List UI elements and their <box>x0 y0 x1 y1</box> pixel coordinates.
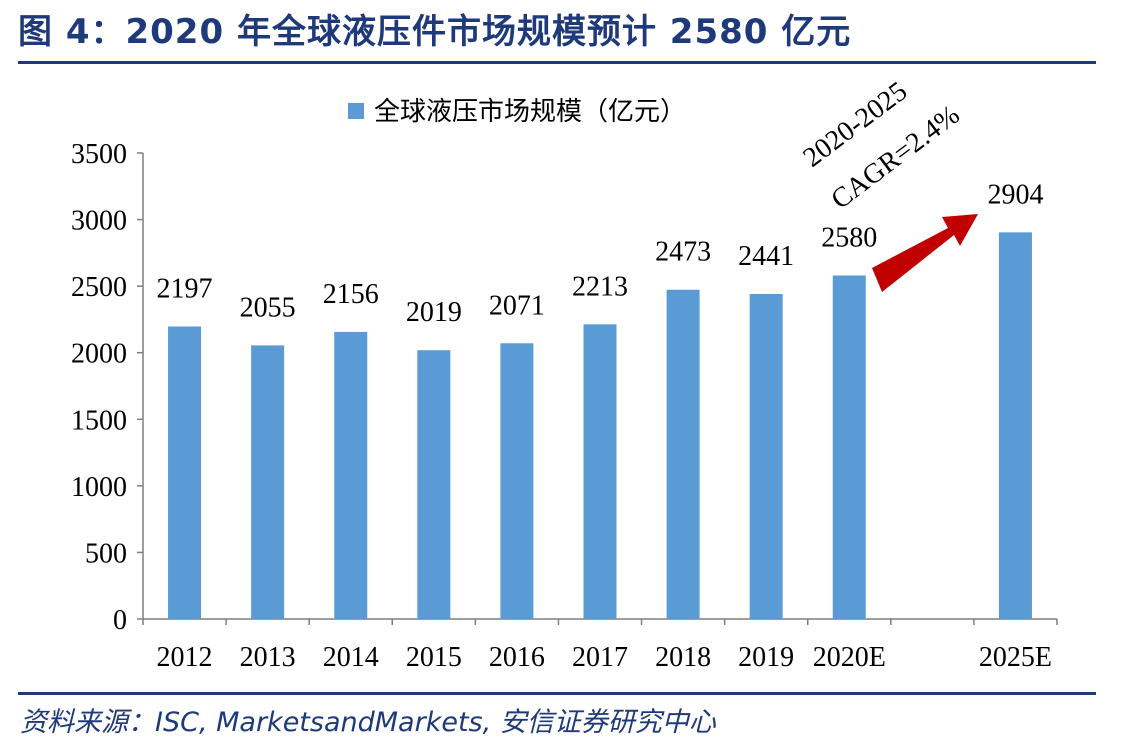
bar <box>417 350 451 619</box>
bar <box>334 331 368 619</box>
x-tick-label: 2017 <box>572 642 628 673</box>
y-tick-label: 2500 <box>71 272 127 303</box>
x-tick-label: 2014 <box>323 642 379 673</box>
legend-swatch <box>348 103 364 119</box>
bar <box>583 324 617 619</box>
data-label: 2156 <box>323 279 379 310</box>
bar <box>500 343 534 619</box>
x-tick-label: 2015 <box>406 642 462 673</box>
data-labels: 2197 2055 2156 2019 2071 2213 2473 2441 2580 2904 <box>157 179 1044 328</box>
x-tick-label: 2018 <box>655 642 711 673</box>
axes: 0 500 1000 1500 2000 2500 3000 3500 2012 2013 2014… <box>71 139 1058 673</box>
legend: 全球液压市场规模（亿元） <box>348 97 686 127</box>
data-label: 2071 <box>489 290 545 321</box>
bar <box>749 293 783 619</box>
y-tick-label: 1000 <box>71 472 127 503</box>
x-tick-label: 2016 <box>489 642 545 673</box>
bar <box>998 232 1032 619</box>
data-label: 2580 <box>821 222 877 253</box>
data-label: 2904 <box>987 179 1043 210</box>
data-label: 2441 <box>738 241 794 272</box>
data-label: 2197 <box>157 273 213 304</box>
data-label: 2473 <box>655 237 711 268</box>
figure-title: 图 4：2020 年全球液压件市场规模预计 2580 亿元 <box>18 12 852 52</box>
source-rule <box>18 692 1096 695</box>
bar <box>832 275 866 619</box>
x-tick-label: 2012 <box>157 642 213 673</box>
y-tick-label: 500 <box>85 538 127 569</box>
title-rule <box>18 61 1096 64</box>
y-tick-label: 1500 <box>71 405 127 436</box>
x-tick-label: 2025E <box>979 642 1052 673</box>
legend-label: 全球液压市场规模（亿元） <box>374 97 686 127</box>
data-label: 2055 <box>240 292 296 323</box>
data-label: 2213 <box>572 271 628 302</box>
y-tick-label: 3500 <box>71 139 127 170</box>
bar <box>666 289 700 619</box>
y-tick-label: 2000 <box>71 339 127 370</box>
bars <box>168 232 1032 619</box>
x-tick-label: 2020E <box>813 642 886 673</box>
bar <box>251 345 285 619</box>
data-label: 2019 <box>406 297 462 328</box>
y-tick-label: 3000 <box>71 206 127 237</box>
x-tick-label: 2013 <box>240 642 296 673</box>
source-note: 资料来源：ISC, MarketsandMarkets, 安信证券研究中心 <box>20 707 716 738</box>
bar <box>168 326 202 619</box>
y-tick-label: 0 <box>113 605 127 636</box>
cagr-arrow-icon <box>872 214 978 292</box>
cagr-annotation: 2020-2025 CAGR=2.4% <box>798 76 978 292</box>
x-tick-label: 2019 <box>738 642 794 673</box>
